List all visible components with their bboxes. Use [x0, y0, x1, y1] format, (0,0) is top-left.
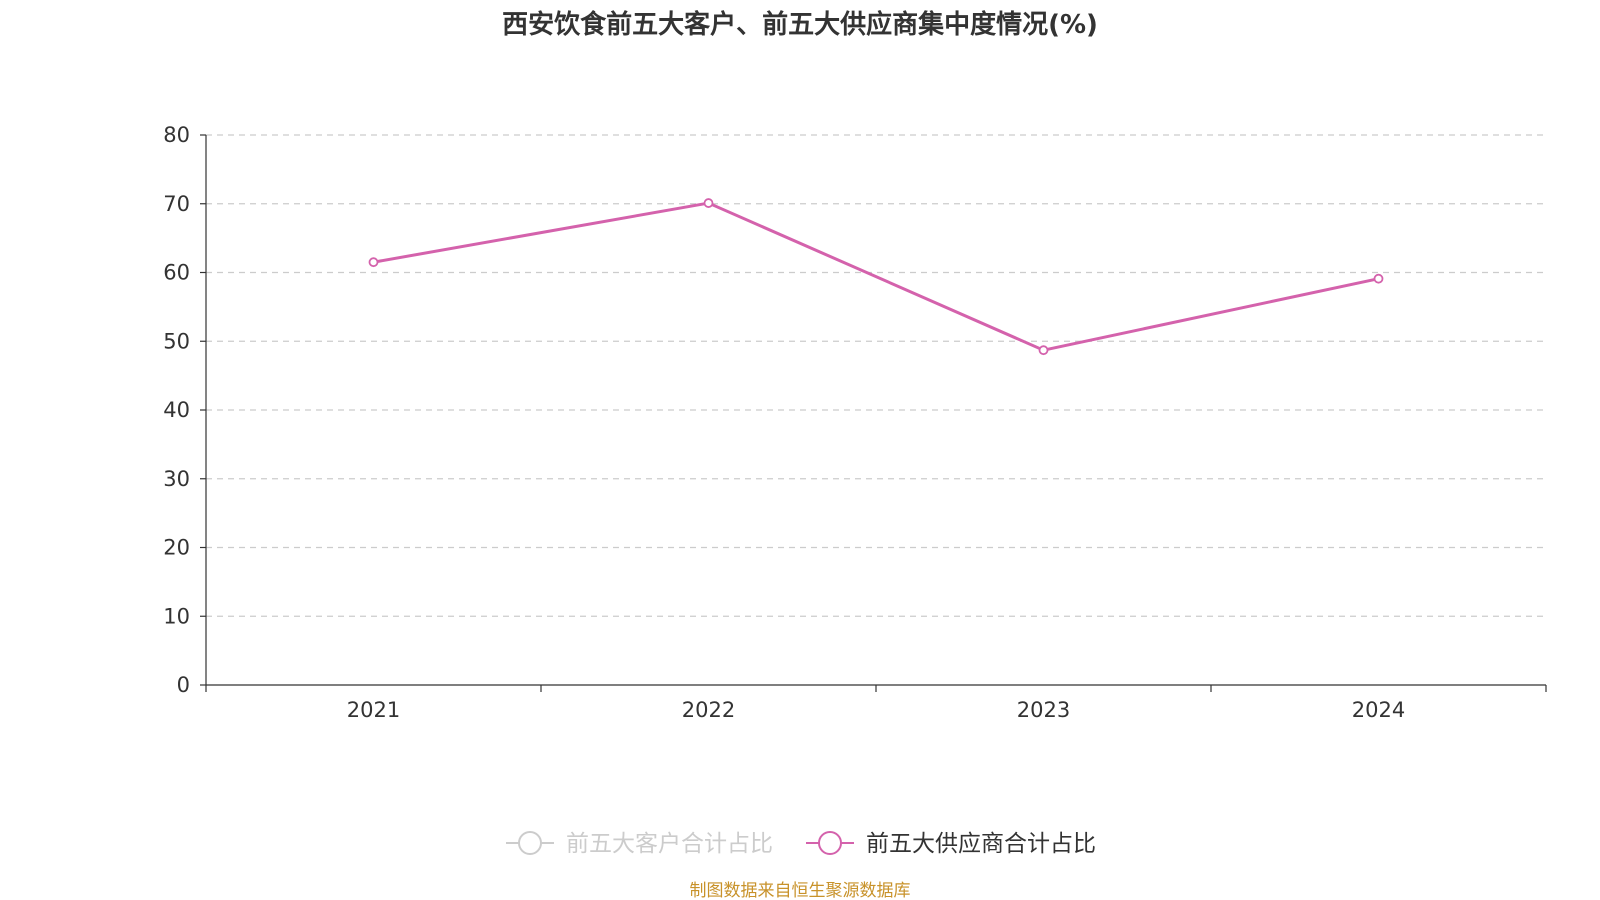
data-point[interactable]: [1038, 345, 1049, 356]
legend-label: 前五大供应商合计占比: [866, 831, 1096, 857]
legend-marker-icon: [818, 831, 842, 855]
legend-item[interactable]: 前五大客户合计占比: [506, 831, 773, 857]
chart-title: 西安饮食前五大客户、前五大供应商集中度情况(%): [502, 9, 1098, 40]
legend-marker-icon: [518, 831, 542, 855]
y-tick-label: 50: [163, 329, 190, 353]
data-point[interactable]: [703, 198, 714, 208]
series-layer: [368, 198, 1384, 356]
data-point[interactable]: [1373, 273, 1384, 284]
x-tick-label: 2022: [682, 698, 735, 722]
source-note: 制图数据来自恒生聚源数据库: [690, 881, 911, 900]
axis-layer: 0 10 20 30 40 50 60 70 80 2021 2022 2023 2024: [163, 123, 1547, 722]
y-tick-label: 60: [163, 261, 190, 285]
y-tick-label: 40: [163, 398, 190, 422]
y-tick-label: 80: [163, 123, 190, 147]
legend-label: 前五大客户合计占比: [566, 831, 773, 857]
x-tick-label: 2024: [1352, 698, 1405, 722]
grid-layer: [206, 134, 1546, 617]
y-tick-label: 10: [163, 604, 190, 628]
legend: 前五大客户合计占比 前五大供应商合计占比: [506, 831, 1096, 857]
y-tick-label: 0: [177, 673, 190, 697]
y-tick-label: 30: [163, 467, 190, 491]
x-tick-label: 2023: [1017, 698, 1070, 722]
y-tick-label: 70: [163, 192, 190, 216]
series-line: [373, 201, 1379, 352]
y-tick-label: 20: [163, 536, 190, 560]
x-tick-label: 2021: [347, 698, 400, 722]
legend-item[interactable]: 前五大供应商合计占比: [806, 831, 1096, 857]
data-point[interactable]: [368, 257, 379, 268]
